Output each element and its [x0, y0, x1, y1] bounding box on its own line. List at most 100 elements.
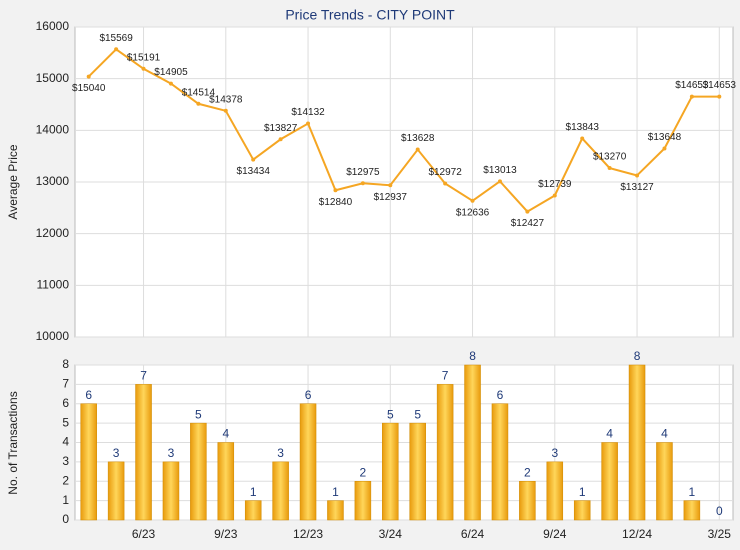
bar [162, 461, 180, 521]
value-label: 7 [442, 369, 449, 383]
point [470, 198, 475, 203]
y-tick-label: 16000 [36, 19, 70, 33]
value-label: $12636 [456, 207, 490, 218]
bar [628, 364, 646, 521]
bar [519, 481, 536, 521]
value-label: 1 [579, 485, 586, 499]
value-label: 0 [716, 504, 723, 518]
y-tick-label: 12000 [36, 226, 70, 240]
bar [656, 442, 673, 521]
value-label: $14653 [703, 80, 737, 91]
point [388, 183, 393, 188]
value-label: $14514 [182, 87, 216, 98]
value-label: $12972 [428, 167, 462, 178]
point [114, 47, 119, 52]
x-tick-label: 12/23 [293, 527, 323, 541]
y-tick-label: 2 [62, 473, 69, 487]
y-axis-title: Average Price [6, 144, 20, 219]
value-label: $14905 [154, 67, 188, 78]
value-label: 2 [524, 465, 531, 479]
bar [135, 384, 152, 521]
value-label: $13013 [483, 165, 517, 176]
point [580, 136, 585, 141]
y-tick-label: 14000 [36, 123, 70, 137]
value-label: $13648 [648, 132, 682, 143]
point [662, 146, 667, 151]
bar [436, 384, 454, 521]
x-tick-label: 6/23 [132, 527, 156, 541]
point [223, 108, 228, 113]
value-label: 4 [661, 427, 668, 441]
point [552, 193, 557, 198]
bar [244, 500, 262, 521]
x-tick-label: 6/24 [461, 527, 485, 541]
bar [491, 403, 509, 521]
value-label: 1 [332, 485, 339, 499]
point [86, 74, 91, 79]
point [607, 166, 612, 171]
value-label: $15040 [72, 83, 106, 94]
point [415, 147, 420, 152]
value-label: $13628 [401, 133, 435, 144]
point [635, 173, 640, 178]
value-label: 3 [168, 446, 175, 460]
value-label: 5 [387, 407, 394, 421]
value-label: 6 [497, 388, 504, 402]
value-label: 2 [360, 465, 367, 479]
value-label: $14132 [291, 107, 325, 118]
point [689, 94, 694, 99]
bar [573, 500, 591, 521]
value-label: $15191 [127, 52, 161, 63]
point [278, 137, 283, 142]
y-tick-label: 7 [62, 377, 69, 391]
chart-title: Price Trends - CITY POINT [285, 7, 455, 23]
y-tick-label: 1 [62, 493, 69, 507]
value-label: $12739 [538, 179, 572, 190]
value-label: $13843 [566, 122, 600, 133]
bar [683, 500, 701, 521]
value-label: $13127 [620, 182, 654, 193]
bar [601, 442, 618, 521]
x-tick-label: 3/25 [708, 527, 732, 541]
point [306, 121, 311, 126]
value-label: $12937 [374, 192, 408, 203]
y-tick-label: 4 [62, 435, 69, 449]
y-tick-label: 0 [62, 512, 69, 526]
value-label: 3 [551, 446, 558, 460]
point [497, 179, 502, 184]
point [196, 101, 201, 106]
y-tick-label: 15000 [36, 71, 70, 85]
value-label: $12975 [346, 167, 380, 178]
bar [107, 461, 125, 521]
point [251, 157, 256, 162]
value-label: 3 [277, 446, 284, 460]
y-tick-label: 10000 [36, 329, 70, 343]
value-label: 4 [606, 427, 613, 441]
x-tick-label: 9/23 [214, 527, 238, 541]
value-label: $13270 [593, 152, 627, 163]
price-line [88, 47, 720, 213]
value-label: 4 [222, 427, 229, 441]
x-tick-label: 12/24 [622, 527, 652, 541]
bar [190, 422, 207, 521]
point [141, 66, 146, 71]
bar [409, 422, 426, 521]
bar [299, 403, 317, 521]
y-tick-label: 5 [62, 415, 69, 429]
value-label: $12840 [319, 197, 353, 208]
value-label: 8 [634, 349, 641, 363]
point [443, 181, 448, 186]
value-label: 7 [140, 369, 147, 383]
value-label: 6 [85, 388, 92, 402]
bar [546, 461, 564, 521]
point [525, 209, 530, 214]
point [168, 81, 173, 86]
bar [272, 461, 289, 521]
x-tick-label: 9/24 [543, 527, 567, 541]
value-label: 6 [305, 388, 312, 402]
y-axis-title: No. of Transactions [6, 391, 20, 494]
value-label: $15569 [99, 33, 133, 44]
bar [464, 364, 481, 521]
value-label: 5 [195, 407, 202, 421]
value-label: 3 [113, 446, 120, 460]
